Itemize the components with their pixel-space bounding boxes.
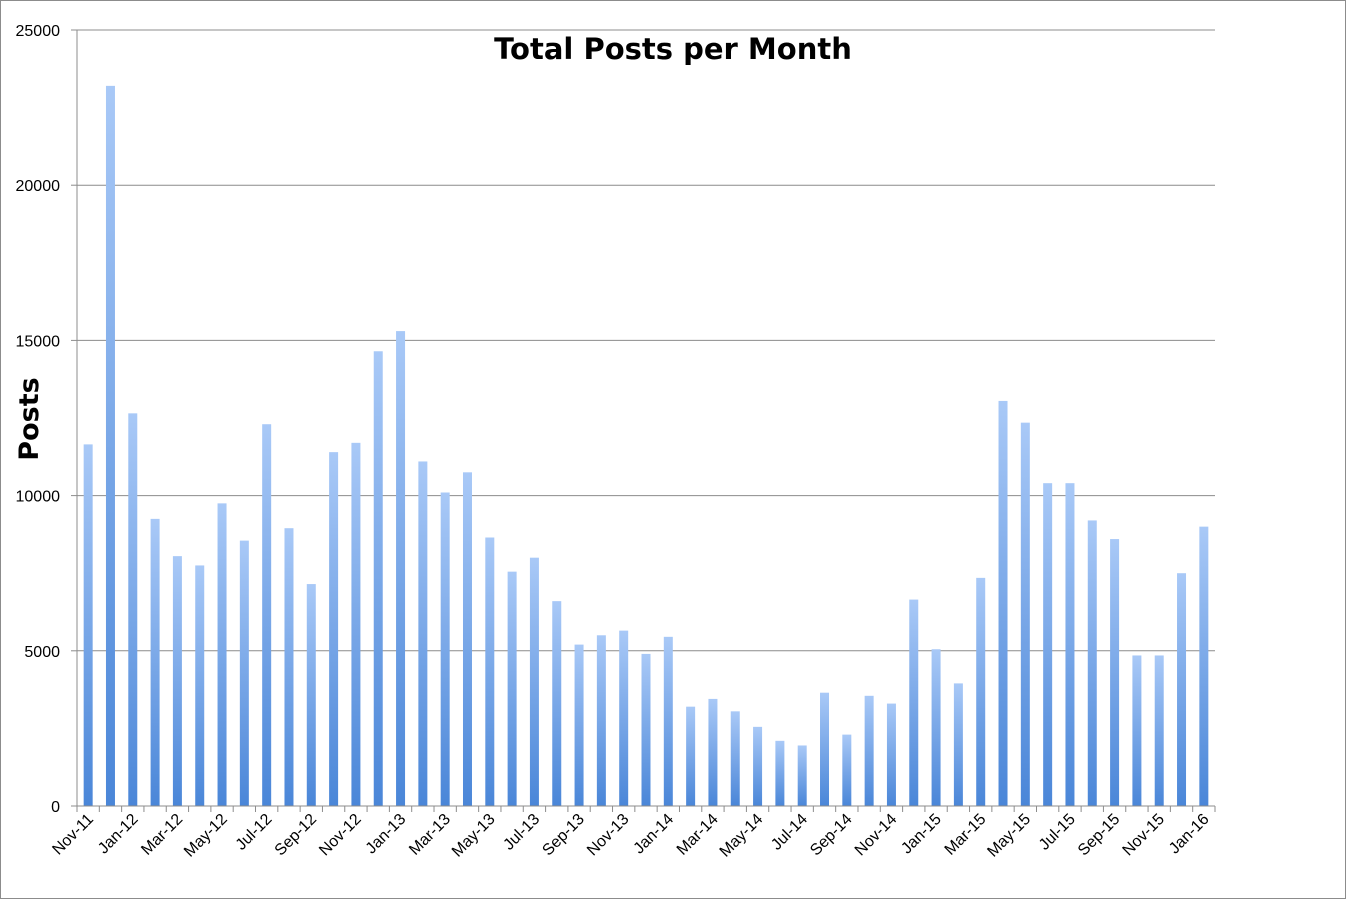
bar-Feb-14: [686, 706, 696, 806]
bar-Jul-15: [1065, 483, 1075, 806]
x-tick-label: Sep-15: [1075, 811, 1124, 860]
bar-Jun-15: [1043, 483, 1053, 806]
y-tick-label: 5000: [24, 644, 60, 661]
bar-Dec-12: [373, 351, 383, 806]
bar-Oct-14: [864, 695, 874, 806]
x-tick-label: Jan-12: [95, 811, 142, 858]
bar-Mar-12: [172, 556, 182, 806]
bar-Feb-13: [418, 461, 428, 806]
bar-Jan-12: [128, 413, 138, 806]
bar-Apr-12: [195, 565, 205, 806]
bar-Aug-15: [1087, 520, 1097, 806]
x-tick-label: Mar-14: [674, 811, 722, 859]
bar-Jan-15: [931, 649, 941, 806]
x-tick-label: Jul-13: [500, 811, 543, 854]
bar-Mar-14: [708, 698, 718, 806]
bars: [83, 85, 1209, 807]
bar-Apr-14: [730, 711, 740, 806]
x-tick-label: May-13: [449, 811, 499, 861]
bar-Oct-15: [1132, 655, 1142, 806]
bar-Mar-13: [440, 492, 450, 806]
bar-May-14: [753, 726, 763, 806]
bar-Oct-12: [329, 452, 339, 806]
bar-Jan-13: [396, 331, 406, 806]
x-tick-label: May-12: [181, 811, 231, 861]
bar-Jan-14: [663, 636, 673, 806]
bar-Dec-15: [1177, 573, 1187, 806]
bar-May-13: [485, 537, 495, 806]
bar-Apr-15: [998, 400, 1008, 806]
bar-Feb-12: [150, 518, 160, 806]
x-tick-label: Jul-14: [768, 811, 811, 854]
bar-Dec-11: [105, 85, 115, 807]
bar-Nov-11: [83, 444, 93, 806]
bar-Jun-12: [239, 540, 249, 806]
bar-Oct-13: [596, 635, 606, 806]
x-tick-label: Mar-12: [138, 811, 186, 859]
bar-Mar-15: [976, 577, 986, 806]
bar-May-15: [1020, 422, 1030, 806]
bar-Nov-15: [1154, 655, 1164, 806]
bar-Feb-15: [953, 683, 963, 806]
x-tick-label: Jul-15: [1036, 811, 1079, 854]
x-tick-label: May-14: [717, 811, 767, 861]
bar-Jul-13: [529, 557, 539, 806]
x-tick-label: Nov-15: [1120, 811, 1169, 860]
bar-Nov-12: [351, 442, 361, 806]
y-tick-label: 25000: [16, 23, 61, 40]
x-tick-label: Jan-14: [631, 811, 678, 858]
y-tick-label: 0: [51, 799, 60, 816]
bar-Aug-14: [820, 692, 830, 806]
x-tick-label: Nov-13: [584, 811, 633, 860]
x-tick-label: Mar-13: [406, 811, 454, 859]
bar-Jun-13: [507, 571, 517, 806]
bar-Apr-13: [462, 472, 472, 806]
x-tick-label: Nov-11: [49, 811, 97, 859]
y-tick-label: 20000: [16, 178, 61, 195]
x-tick-label: Mar-15: [942, 811, 990, 859]
bar-Sep-14: [842, 734, 852, 806]
bar-Nov-13: [619, 630, 629, 806]
x-tick-label: Jan-16: [1166, 811, 1213, 858]
bar-Sep-15: [1110, 539, 1120, 806]
x-tick-label: Sep-13: [539, 811, 588, 860]
bar-Nov-14: [886, 703, 896, 806]
bar-Jul-14: [797, 745, 807, 806]
chart-title: Total Posts per Month: [494, 32, 852, 66]
x-tick-label: Nov-14: [852, 811, 901, 860]
bar-Aug-13: [552, 601, 562, 806]
bar-Sep-13: [574, 644, 584, 806]
y-axis-label: Posts: [14, 377, 45, 460]
bar-Jun-14: [775, 740, 785, 806]
x-tick-label: Nov-12: [316, 811, 365, 860]
x-tick-label: Jul-12: [233, 811, 276, 854]
axes: [71, 29, 1216, 812]
x-tick-label: Jan-15: [898, 811, 945, 858]
bar-Jan-16: [1199, 526, 1209, 806]
bar-Aug-12: [284, 528, 294, 806]
bar-Sep-12: [306, 584, 316, 806]
y-tick-label: 10000: [16, 489, 61, 506]
y-tick-labels: 0 5000 10000 15000 20000 25000: [16, 23, 61, 816]
bar-May-12: [217, 503, 227, 806]
x-tick-label: May-15: [984, 811, 1034, 861]
x-tick-label: Jan-13: [363, 811, 410, 858]
bar-Dec-14: [909, 599, 919, 806]
x-tick-label: Sep-12: [272, 811, 321, 860]
x-tick-label: Sep-14: [807, 811, 856, 860]
bar-Dec-13: [641, 653, 651, 806]
y-tick-label: 15000: [16, 333, 61, 350]
bar-Jul-12: [262, 424, 272, 806]
